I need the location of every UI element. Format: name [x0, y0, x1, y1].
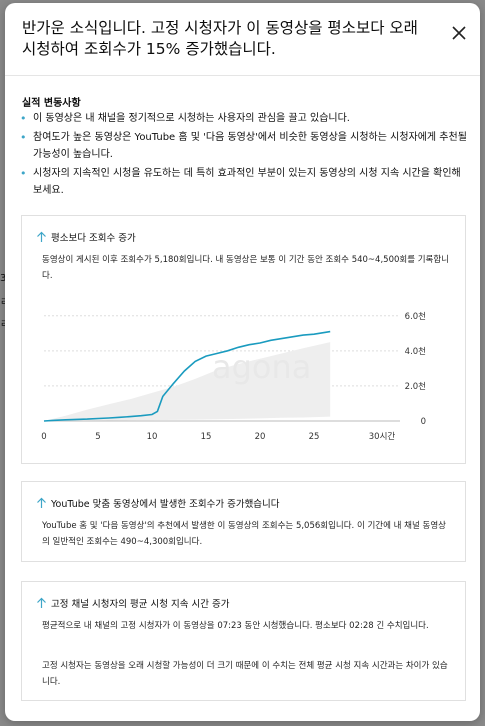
card-heading: 고정 채널 시청자의 평균 시청 지속 시간 증가: [36, 596, 229, 610]
card-title: 평소보다 조회수 증가: [51, 233, 136, 244]
summary-heading: 실적 변동사항: [22, 98, 81, 109]
y-tick-label: 4.0천: [405, 346, 426, 357]
list-item: • 참여도가 높은 동영상은 YouTube 홈 및 '다음 동영상'에서 비슷한…: [20, 130, 467, 161]
y-tick-label: 0: [421, 417, 426, 427]
typical-range-band: [44, 342, 331, 421]
card-title: 고정 채널 시청자의 평균 시청 지속 시간 증가: [51, 599, 230, 610]
y-tick-label: 2.0천: [405, 381, 426, 392]
list-item: • 시청자의 지속적인 시청을 유도하는 데 특히 효과적인 부분이 있는지 동영…: [20, 166, 461, 197]
card-heading: YouTube 맞춤 동영상에서 발생한 조회수가 증가했습니다: [36, 496, 280, 510]
background-fragment: 3: [0, 273, 7, 284]
summary-list: • 이 동영상은 내 채널을 정기적으로 시청하는 사용자의 관심을 끌고 있습니…: [19, 110, 467, 201]
arrow-up-icon: [37, 497, 46, 508]
close-button[interactable]: [448, 22, 470, 44]
y-tick-label: 6.0천: [405, 311, 426, 322]
views-card: 평소보다 조회수 증가 동영상이 게시된 이후 조회수가 5,180회입니다. …: [21, 215, 466, 464]
x-tick-label: 0: [41, 432, 46, 442]
watch-time-card: 고정 채널 시청자의 평균 시청 지속 시간 증가 평균적으로 내 채널의 고정…: [21, 581, 466, 701]
x-tick-label: 20: [255, 432, 266, 442]
views-chart: agona 0 2.0천 4.0천 6.0천 0 5 10 15 20 25 30시간: [41, 311, 426, 442]
x-tick-label: 25: [309, 432, 320, 442]
watermark: agona: [212, 348, 311, 386]
x-tick-label: 10: [147, 432, 158, 442]
arrow-up-icon: [37, 231, 46, 242]
background-fragment: ㄹ: [0, 315, 9, 330]
card-description: YouTube 홈 및 '다음 동영상'의 추천에서 발생한 이 동영상의 조회…: [42, 521, 446, 547]
list-item: • 이 동영상은 내 채널을 정기적으로 시청하는 사용자의 관심을 끌고 있습니…: [20, 112, 350, 125]
background-fragment: ㄹ: [0, 293, 9, 308]
card-heading: 평소보다 조회수 증가: [36, 230, 136, 244]
dialog-header: 반가운 소식입니다. 고정 시청자가 이 동영상을 평소보다 오래 시청하여 조…: [5, 3, 480, 76]
arrow-up-icon: [37, 597, 46, 608]
x-tick-label: 15: [201, 432, 212, 442]
card-description: 동영상이 게시된 이후 조회수가 5,180회입니다. 내 동영상은 보통 이 …: [42, 255, 450, 281]
card-note: 고정 시청자는 동영상을 오래 시청할 가능성이 더 크기 때문에 이 수치는 …: [42, 661, 448, 687]
card-description: 평균적으로 내 채널의 고정 시청자가 이 동영상을 07:23 동안 시청했습…: [42, 621, 429, 631]
insight-dialog: 반가운 소식입니다. 고정 시청자가 이 동영상을 평소보다 오래 시청하여 조…: [5, 3, 480, 721]
views-line: [43, 330, 331, 422]
dialog-title: 반가운 소식입니다. 고정 시청자가 이 동영상을 평소보다 오래 시청하여 조…: [22, 19, 418, 58]
close-icon: [452, 26, 466, 40]
recommended-card: YouTube 맞춤 동영상에서 발생한 조회수가 증가했습니다 YouTube…: [21, 481, 466, 562]
card-title: YouTube 맞춤 동영상에서 발생한 조회수가 증가했습니다: [51, 499, 280, 510]
x-tick-label: 30시간: [369, 431, 396, 442]
dialog-body[interactable]: 실적 변동사항 • 이 동영상은 내 채널을 정기적으로 시청하는 사용자의 관심…: [5, 76, 480, 721]
x-tick-label: 5: [95, 432, 100, 442]
